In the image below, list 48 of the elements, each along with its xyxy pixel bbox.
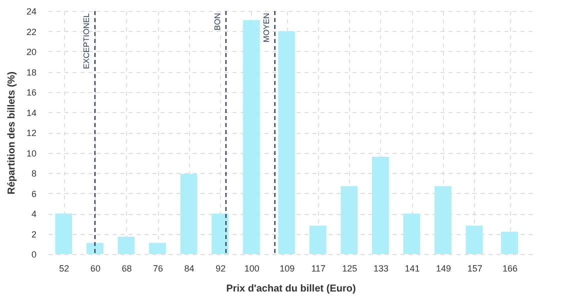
x-tick-label: 68 — [122, 264, 132, 274]
y-tick-label: 16 — [26, 88, 36, 98]
bar — [118, 236, 135, 254]
bar — [86, 242, 104, 254]
y-tick-label: 24 — [26, 6, 36, 16]
y-tick-label: 12 — [26, 128, 36, 138]
bar — [180, 174, 198, 254]
bar — [55, 214, 72, 254]
bar — [340, 186, 358, 254]
y-tick-label: 18 — [26, 67, 36, 78]
ref-line-label: EXCEPTIONEL — [82, 12, 91, 70]
y-tick-label: 10 — [26, 148, 36, 158]
y-tick-label: 0 — [31, 250, 36, 260]
y-tick-label: 8 — [31, 168, 36, 178]
x-tick-label: 92 — [216, 264, 226, 274]
ref-line-label: BON — [212, 12, 222, 30]
bar — [278, 31, 296, 254]
x-tick-label: 117 — [311, 264, 326, 274]
x-tick-label: 141 — [404, 264, 420, 274]
x-tick-label: 157 — [467, 264, 482, 274]
x-axis-title: Prix d'achat du billet (Euro) — [226, 284, 356, 294]
x-tick-label: 149 — [436, 264, 452, 274]
y-tick-label: 14 — [26, 108, 36, 118]
x-tick-label: 109 — [280, 264, 295, 274]
y-tick-label: 20 — [26, 47, 36, 57]
x-tick-label: 166 — [502, 264, 518, 274]
x-tick-label: 84 — [184, 264, 194, 274]
x-tick-label: 100 — [244, 264, 260, 274]
y-tick-label: 2 — [31, 229, 36, 240]
x-tick-label: 60 — [90, 264, 100, 274]
y-tick-label: 4 — [31, 209, 36, 219]
bar — [372, 156, 389, 254]
x-tick-label: 133 — [373, 264, 388, 274]
x-tick-label: 76 — [153, 264, 164, 274]
y-tick-label: 22 — [26, 26, 36, 37]
ref-line-label: MOYEN — [262, 12, 271, 42]
bar — [434, 186, 452, 254]
x-tick-label: 125 — [342, 264, 358, 274]
bar — [242, 20, 260, 254]
y-axis-title: Répartition des billets (%) — [6, 72, 18, 194]
bar — [149, 242, 166, 254]
bar — [501, 232, 518, 254]
bar — [212, 214, 229, 254]
x-tick-label: 52 — [59, 264, 70, 274]
bar — [309, 226, 326, 254]
y-tick-label: 6 — [31, 188, 36, 199]
bar — [466, 226, 483, 254]
bar — [403, 214, 420, 254]
